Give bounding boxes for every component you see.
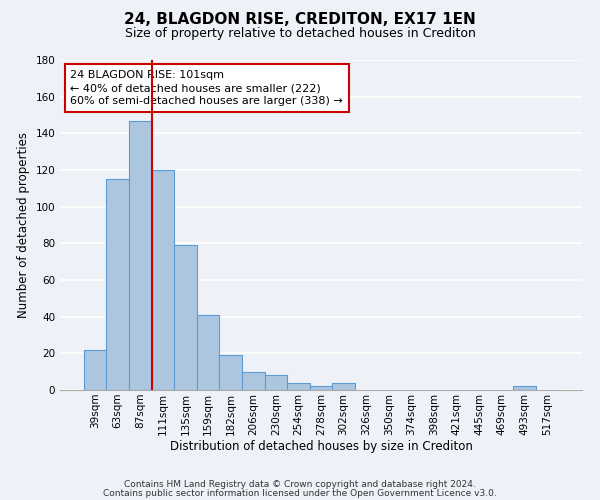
Bar xyxy=(152,170,174,390)
Bar xyxy=(174,245,197,390)
Text: 24, BLAGDON RISE, CREDITON, EX17 1EN: 24, BLAGDON RISE, CREDITON, EX17 1EN xyxy=(124,12,476,28)
Bar xyxy=(129,120,152,390)
Bar xyxy=(220,355,242,390)
X-axis label: Distribution of detached houses by size in Crediton: Distribution of detached houses by size … xyxy=(170,440,472,454)
Bar xyxy=(332,382,355,390)
Bar xyxy=(513,386,536,390)
Bar xyxy=(197,315,220,390)
Bar xyxy=(106,179,129,390)
Y-axis label: Number of detached properties: Number of detached properties xyxy=(17,132,30,318)
Bar xyxy=(310,386,332,390)
Text: Contains HM Land Registry data © Crown copyright and database right 2024.: Contains HM Land Registry data © Crown c… xyxy=(124,480,476,489)
Text: 24 BLAGDON RISE: 101sqm
← 40% of detached houses are smaller (222)
60% of semi-d: 24 BLAGDON RISE: 101sqm ← 40% of detache… xyxy=(70,70,343,106)
Bar xyxy=(287,382,310,390)
Bar xyxy=(84,350,106,390)
Bar xyxy=(242,372,265,390)
Text: Size of property relative to detached houses in Crediton: Size of property relative to detached ho… xyxy=(125,28,475,40)
Bar xyxy=(265,376,287,390)
Text: Contains public sector information licensed under the Open Government Licence v3: Contains public sector information licen… xyxy=(103,488,497,498)
